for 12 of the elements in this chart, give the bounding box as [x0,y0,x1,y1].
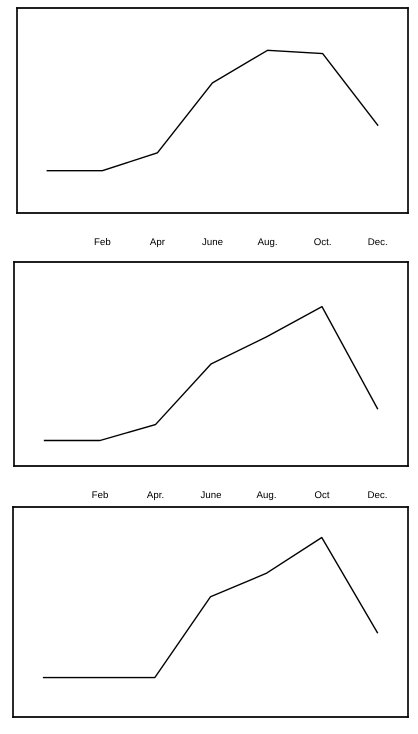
x-tick-label: June [202,238,223,246]
x-tick-label: Feb [92,491,108,498]
x-tick-label: Oct. [314,238,331,246]
x-tick-label: Feb [94,238,110,246]
x-tick-label: Apr [150,238,165,248]
x-tick-label: June [200,491,222,498]
x-tick-label: Apr. [146,491,164,500]
x-tick-label: Dec. [368,491,387,498]
x-tick-label: Aug. [258,238,277,248]
x-tick-label: Aug. [256,491,276,500]
x-tick-label: Oct [314,491,330,498]
x-tick-label: Dec. [368,238,387,246]
